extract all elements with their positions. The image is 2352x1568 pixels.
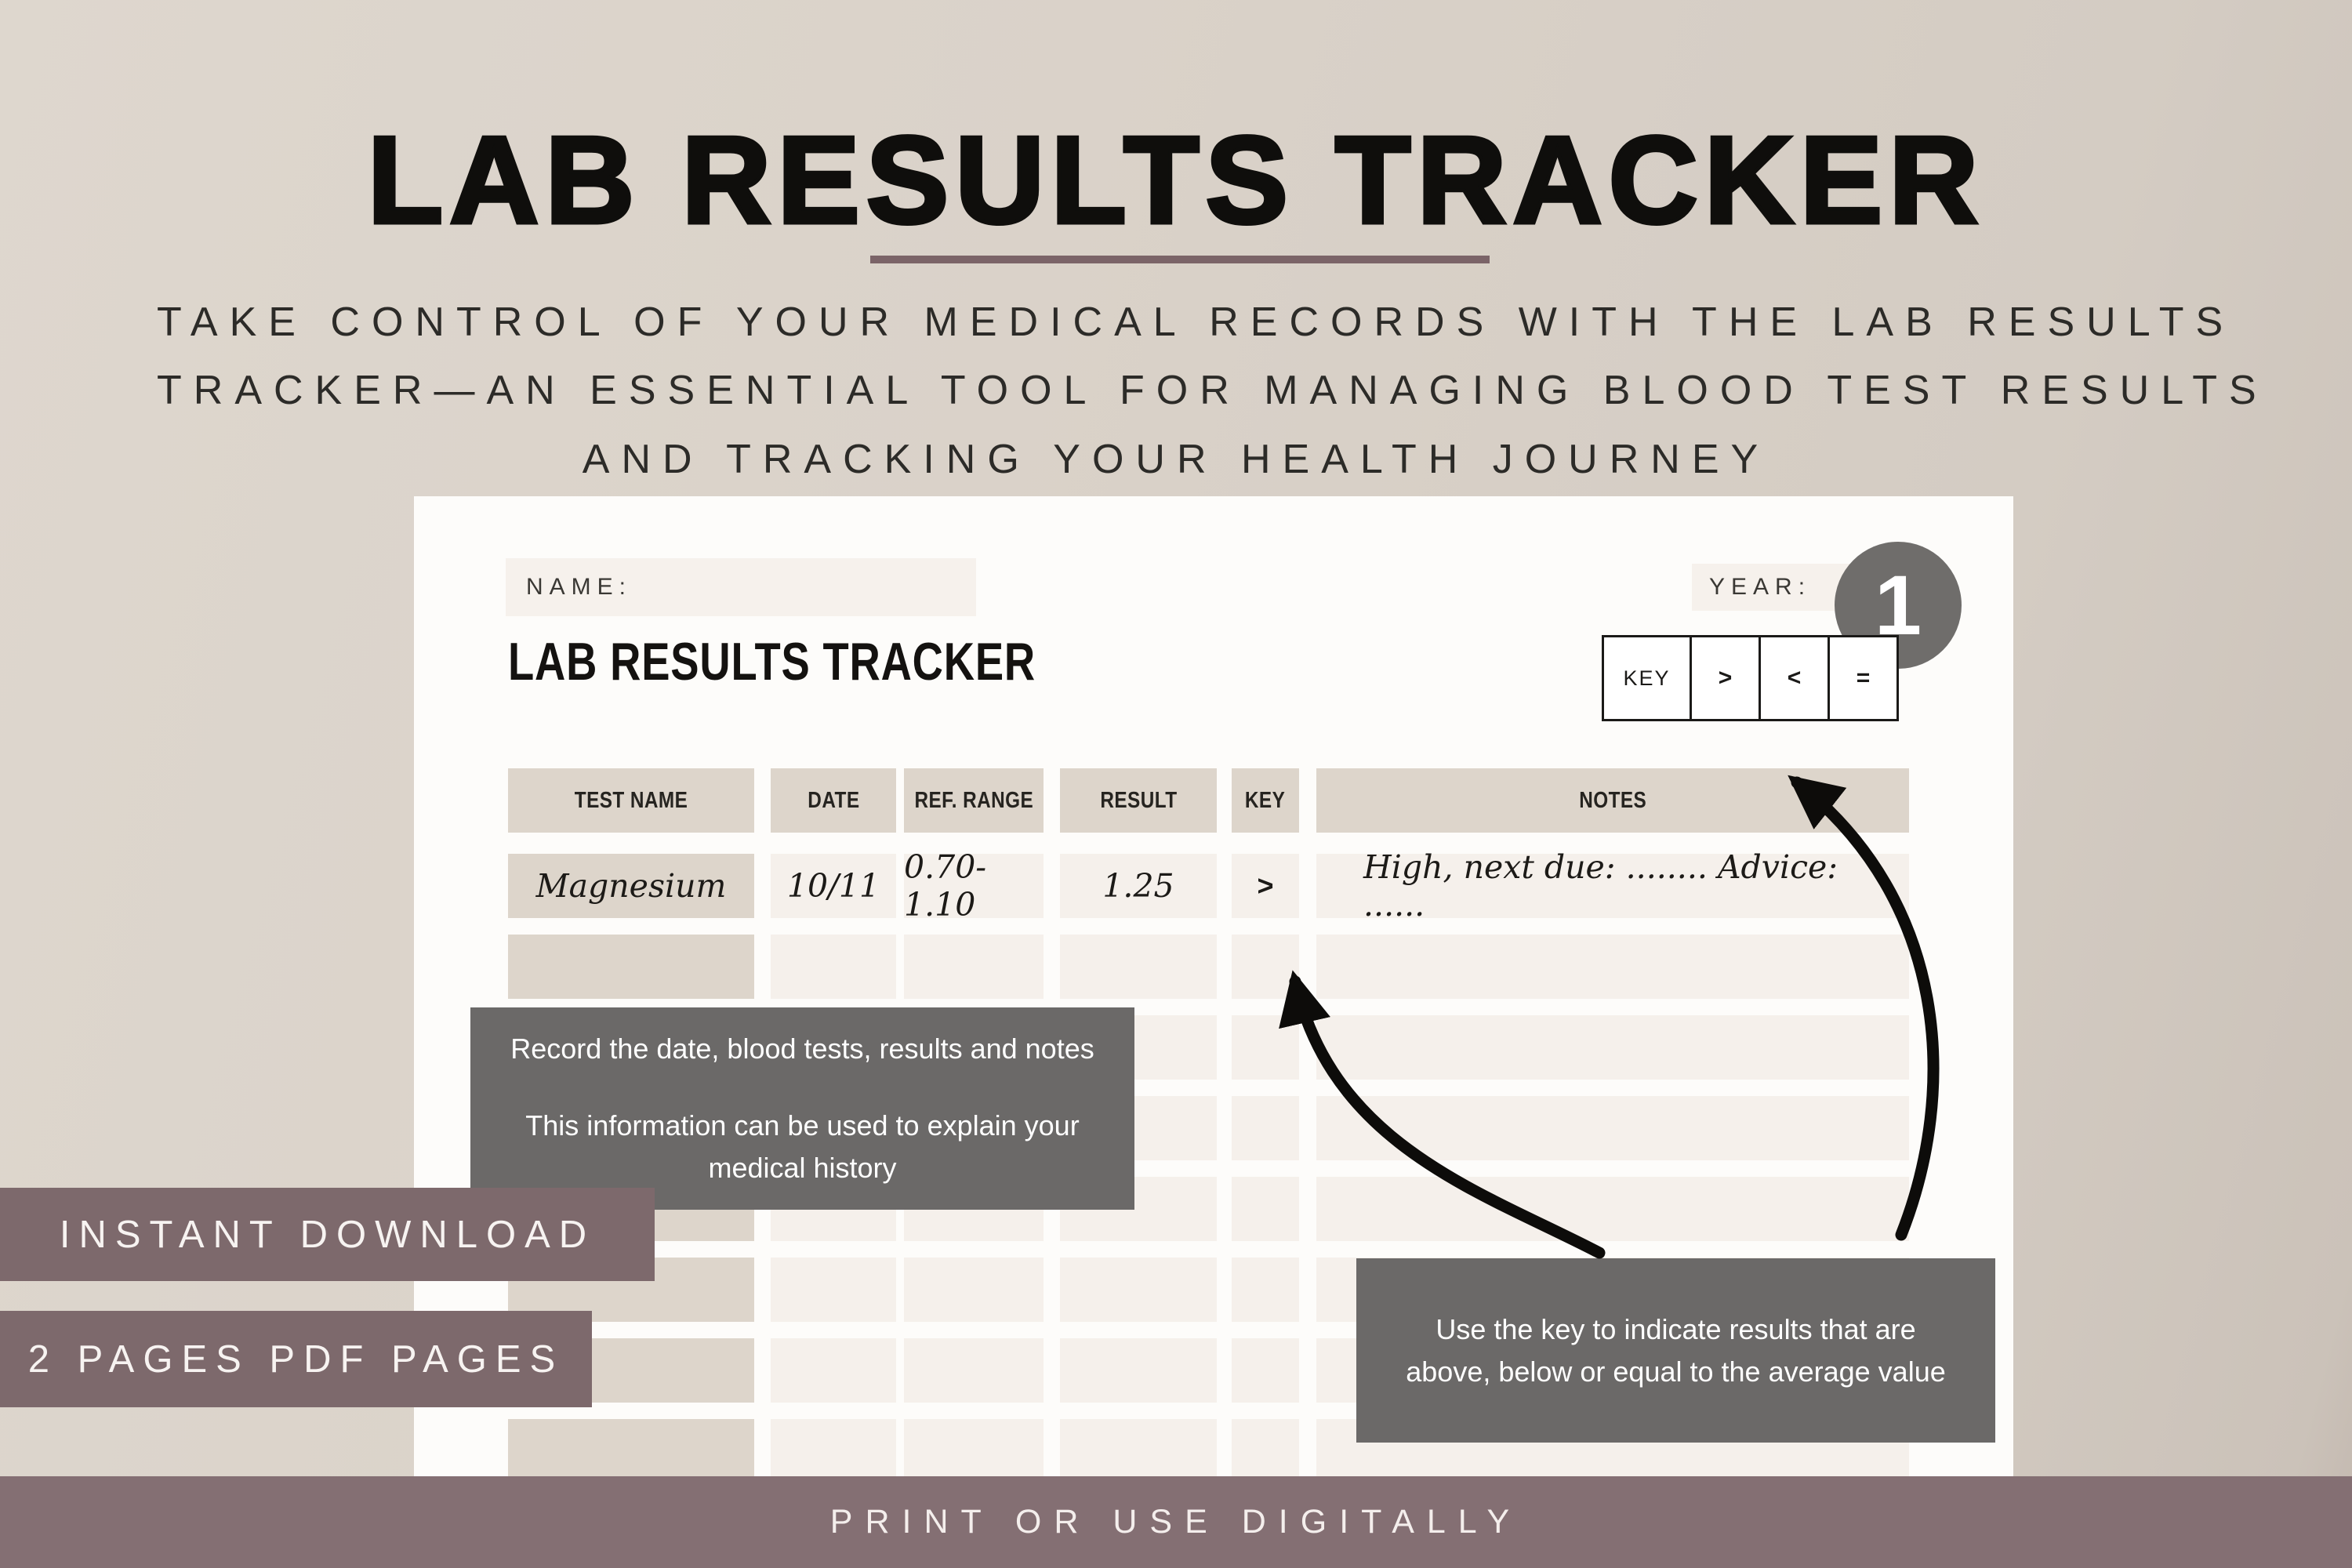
document-heading: LAB RESULTS TRACKER xyxy=(508,632,1036,691)
empty-cell[interactable] xyxy=(771,1338,896,1403)
cell-notes[interactable]: High, next due: ........ Advice: ...... xyxy=(1316,848,1909,924)
page-count-banner: 2 PAGES PDF PAGES xyxy=(0,1311,592,1407)
column-header-ref-range: REF. RANGE xyxy=(904,768,1044,833)
callout-record-line1: Record the date, blood tests, results an… xyxy=(510,1033,1094,1065)
empty-cell[interactable] xyxy=(771,1419,896,1482)
key-legend-label: KEY xyxy=(1623,666,1671,690)
page-title: LAB RESULTS TRACKER xyxy=(365,110,1985,252)
empty-cell[interactable] xyxy=(1060,1419,1217,1482)
cell-ref-range[interactable]: 0.70-1.10 xyxy=(904,848,1044,924)
column-header-notes: NOTES xyxy=(1316,768,1909,833)
subtitle-line: TAKE CONTROL OF YOUR MEDICAL RECORDS WIT… xyxy=(157,299,2235,345)
empty-cell[interactable] xyxy=(508,935,754,999)
key-legend-symbol-below: < xyxy=(1759,637,1828,719)
name-field[interactable]: NAME: xyxy=(506,558,976,616)
cell-key[interactable]: > xyxy=(1232,854,1299,918)
empty-cell[interactable] xyxy=(904,1258,1044,1322)
page-number: 1 xyxy=(1874,557,1922,652)
empty-cell[interactable] xyxy=(508,1419,754,1482)
empty-cell[interactable] xyxy=(1060,1258,1217,1322)
cell-test-name[interactable]: Magnesium xyxy=(508,854,754,918)
empty-cell[interactable] xyxy=(1316,935,1909,999)
empty-cell[interactable] xyxy=(904,1419,1044,1482)
empty-cell[interactable] xyxy=(1232,935,1299,999)
column-header-test-name: TEST NAME xyxy=(508,768,754,833)
key-legend-symbol-equal: = xyxy=(1828,637,1896,719)
page-subtitle: TAKE CONTROL OF YOUR MEDICAL RECORDS WIT… xyxy=(157,289,2268,494)
column-header-result: RESULT xyxy=(1060,768,1217,833)
empty-cell[interactable] xyxy=(904,1338,1044,1403)
callout-record-line2: This information can be used to explain … xyxy=(525,1109,1080,1184)
column-header-date: DATE xyxy=(771,768,896,833)
empty-cell[interactable] xyxy=(904,935,1044,999)
callout-key-usage-text: Use the key to indicate results that are… xyxy=(1406,1312,1946,1388)
instant-download-label: INSTANT DOWNLOAD xyxy=(59,1213,596,1256)
table-row: Magnesium 10/11 0.70-1.10 1.25 > High, n… xyxy=(508,848,1909,924)
key-legend: KEY > < = xyxy=(1602,635,1899,721)
column-header-key: KEY xyxy=(1232,768,1299,833)
instant-download-banner: INSTANT DOWNLOAD xyxy=(0,1188,655,1281)
footer-label: PRINT OR USE DIGITALLY xyxy=(829,1503,1523,1541)
key-legend-symbol-above: > xyxy=(1690,637,1759,719)
empty-cell[interactable] xyxy=(1232,1177,1299,1241)
empty-cell[interactable] xyxy=(1232,1015,1299,1080)
empty-cell[interactable] xyxy=(1316,1177,1909,1241)
empty-cell[interactable] xyxy=(1232,1419,1299,1482)
empty-cell[interactable] xyxy=(1232,1338,1299,1403)
empty-cell[interactable] xyxy=(1316,1096,1909,1160)
empty-cell[interactable] xyxy=(1060,935,1217,999)
title-underline-decoration xyxy=(870,256,1490,263)
table-row-empty xyxy=(508,935,1909,999)
cell-date[interactable]: 10/11 xyxy=(771,854,896,918)
name-field-label: NAME: xyxy=(526,574,633,600)
empty-cell[interactable] xyxy=(1060,1338,1217,1403)
callout-record-info: Record the date, blood tests, results an… xyxy=(470,1007,1134,1210)
callout-key-usage: Use the key to indicate results that are… xyxy=(1356,1258,1995,1443)
empty-cell[interactable] xyxy=(1316,1015,1909,1080)
year-field-label: YEAR: xyxy=(1709,574,1812,600)
cell-result[interactable]: 1.25 xyxy=(1060,854,1217,918)
footer-bar: PRINT OR USE DIGITALLY xyxy=(0,1476,2352,1568)
subtitle-line: TRACKER—AN ESSENTIAL TOOL FOR MANAGING B… xyxy=(157,368,2268,414)
empty-cell[interactable] xyxy=(1232,1258,1299,1322)
empty-cell[interactable] xyxy=(771,935,896,999)
subtitle-line: AND TRACKING YOUR HEALTH JOURNEY xyxy=(582,436,1770,482)
empty-cell[interactable] xyxy=(1232,1096,1299,1160)
empty-cell[interactable] xyxy=(771,1258,896,1322)
page-count-label: 2 PAGES PDF PAGES xyxy=(27,1338,564,1381)
table-header-row: TEST NAME DATE REF. RANGE RESULT KEY NOT… xyxy=(508,768,1909,833)
